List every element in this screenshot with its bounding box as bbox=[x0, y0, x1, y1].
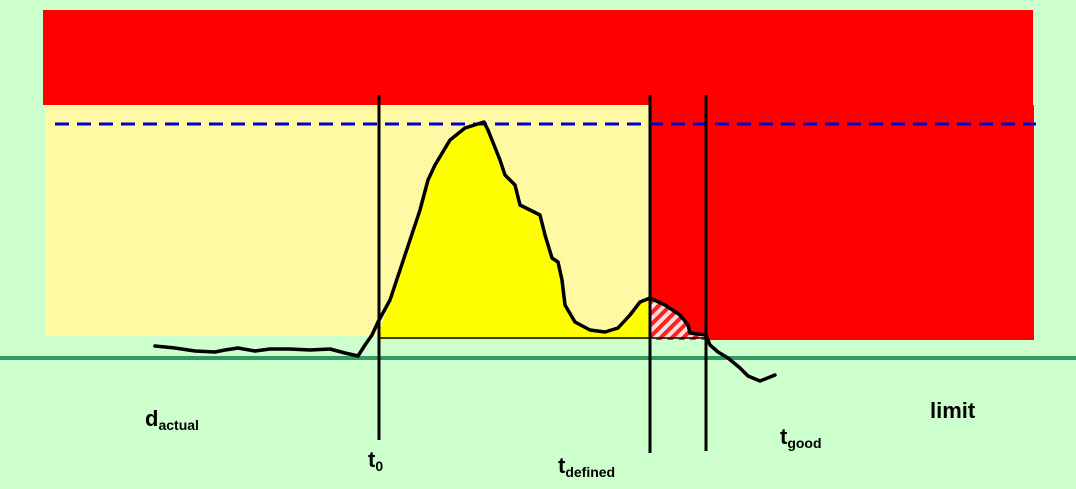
red-zone-right bbox=[650, 105, 1034, 340]
actual-curve bbox=[153, 120, 777, 383]
d-actual-label: dactual bbox=[145, 406, 199, 433]
limit-label: limit bbox=[930, 398, 976, 423]
hatched-area bbox=[650, 298, 706, 340]
t-good-label: tgood bbox=[780, 424, 822, 451]
exceedance-area bbox=[378, 122, 650, 340]
t-defined-label: tdefined bbox=[558, 453, 615, 480]
red-zone-top bbox=[43, 10, 1033, 105]
t0-label: t0 bbox=[368, 447, 383, 474]
